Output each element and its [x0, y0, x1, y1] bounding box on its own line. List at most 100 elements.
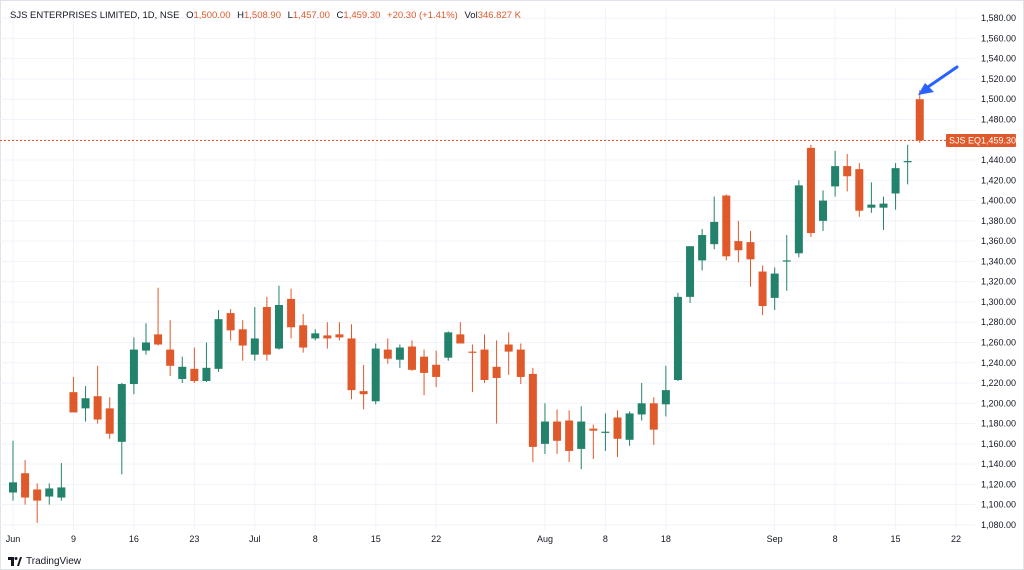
candle-body — [516, 349, 525, 377]
candle — [601, 413, 610, 451]
candle — [770, 267, 779, 311]
candle — [190, 347, 199, 384]
candle — [444, 331, 453, 361]
candle-body — [710, 221, 719, 245]
tradingview-logo-icon — [8, 557, 22, 566]
candle-body — [371, 348, 380, 402]
candle — [613, 410, 622, 458]
candle — [166, 320, 175, 376]
candle-body — [9, 482, 17, 493]
candle-body — [553, 421, 562, 441]
candle — [589, 424, 598, 460]
price-axis-tick-label: 1,180.00 — [981, 419, 1016, 429]
candle-body — [166, 349, 175, 366]
candle-body — [456, 334, 465, 344]
candle-body — [504, 344, 513, 352]
price-axis[interactable]: 1,080.00 1,100.00 1,120.00 1,140.00 1,160.00… — [981, 13, 1016, 530]
candle-body — [589, 428, 598, 431]
last-price-tag-value: 1,459.30 — [981, 135, 1016, 145]
candle — [299, 314, 308, 353]
time-axis[interactable]: Jun 9 16 23 Jul 8 15 22 Aug 8 18 Sep 8 15 22 — [6, 534, 961, 544]
candle-body — [69, 392, 78, 413]
candle — [69, 376, 78, 413]
candle — [855, 163, 864, 217]
candle — [686, 246, 695, 303]
arrow-down-left-icon — [918, 65, 959, 95]
candle — [274, 285, 283, 350]
candle — [879, 196, 888, 230]
candle-body — [141, 342, 150, 351]
candle — [420, 349, 429, 396]
price-axis-tick-label: 1,500.00 — [981, 94, 1016, 104]
candle — [553, 409, 562, 454]
candle-body — [407, 346, 416, 370]
candle — [649, 397, 658, 445]
candle-body — [129, 349, 138, 385]
candle-body — [831, 166, 840, 187]
candle — [468, 344, 477, 393]
candle — [262, 296, 271, 361]
candle — [81, 386, 90, 422]
candle — [661, 365, 670, 417]
candle-body — [673, 296, 682, 380]
candle — [311, 329, 320, 341]
candle — [806, 144, 815, 238]
candle-body — [190, 368, 199, 382]
candle-body — [698, 235, 707, 261]
candle-body — [154, 334, 163, 345]
candle — [250, 307, 259, 361]
candle — [178, 356, 187, 384]
candle-body — [105, 408, 114, 434]
candle-body — [226, 313, 235, 331]
time-axis-tick-label: 8 — [603, 534, 608, 544]
legend-close-value: 1,459.30 — [343, 10, 381, 21]
candle-body — [45, 488, 54, 497]
candle — [371, 343, 380, 405]
candle-body — [492, 366, 501, 378]
candle-body — [395, 347, 404, 360]
price-axis-tick-label: 1,080.00 — [981, 520, 1016, 530]
time-axis-tick-label: 22 — [431, 534, 441, 544]
candle — [359, 364, 368, 410]
legend-change: +20.30 (+1.41%) — [387, 10, 458, 21]
price-axis-tick-label: 1,440.00 — [981, 155, 1016, 165]
candle-body — [432, 364, 441, 377]
candles — [9, 90, 924, 523]
candle — [9, 440, 17, 501]
candle-body — [420, 356, 429, 373]
candle-body — [323, 335, 332, 339]
candle — [625, 411, 634, 446]
candle — [528, 367, 537, 463]
candle — [891, 163, 900, 210]
candle-body — [649, 403, 658, 430]
legend-low-value: 1,457.00 — [292, 10, 330, 21]
time-axis-tick-label: Sep — [767, 534, 783, 544]
candle — [93, 365, 102, 424]
legend-volume-label: Vol — [464, 10, 478, 21]
legend-open-value: 1,500.00 — [193, 10, 231, 21]
candle-body — [250, 338, 259, 355]
price-axis-tick-label: 1,300.00 — [981, 297, 1016, 307]
candle-body — [540, 421, 549, 444]
price-axis-tick-label: 1,520.00 — [981, 74, 1016, 84]
candle — [758, 265, 767, 316]
legend-symbol: SJS ENTERPRISES LIMITED, 1D, NSE — [10, 10, 180, 21]
price-axis-tick-label: 1,580.00 — [981, 13, 1016, 23]
candle — [673, 292, 682, 382]
time-axis-tick-label: 16 — [129, 534, 139, 544]
candle-body — [33, 489, 42, 501]
candle — [141, 323, 150, 355]
candle-body — [577, 421, 586, 449]
chart-legend: SJS ENTERPRISES LIMITED, 1D, NSE O1,500.… — [10, 10, 521, 21]
candle-body — [843, 166, 852, 177]
candle — [383, 338, 392, 364]
candle — [407, 340, 416, 371]
candle — [831, 150, 840, 197]
candle-body — [770, 273, 779, 298]
candle — [214, 310, 223, 372]
candle — [722, 194, 731, 261]
candle-body — [480, 349, 489, 380]
tradingview-branding[interactable]: TradingView — [8, 556, 81, 567]
price-axis-tick-label: 1,380.00 — [981, 216, 1016, 226]
